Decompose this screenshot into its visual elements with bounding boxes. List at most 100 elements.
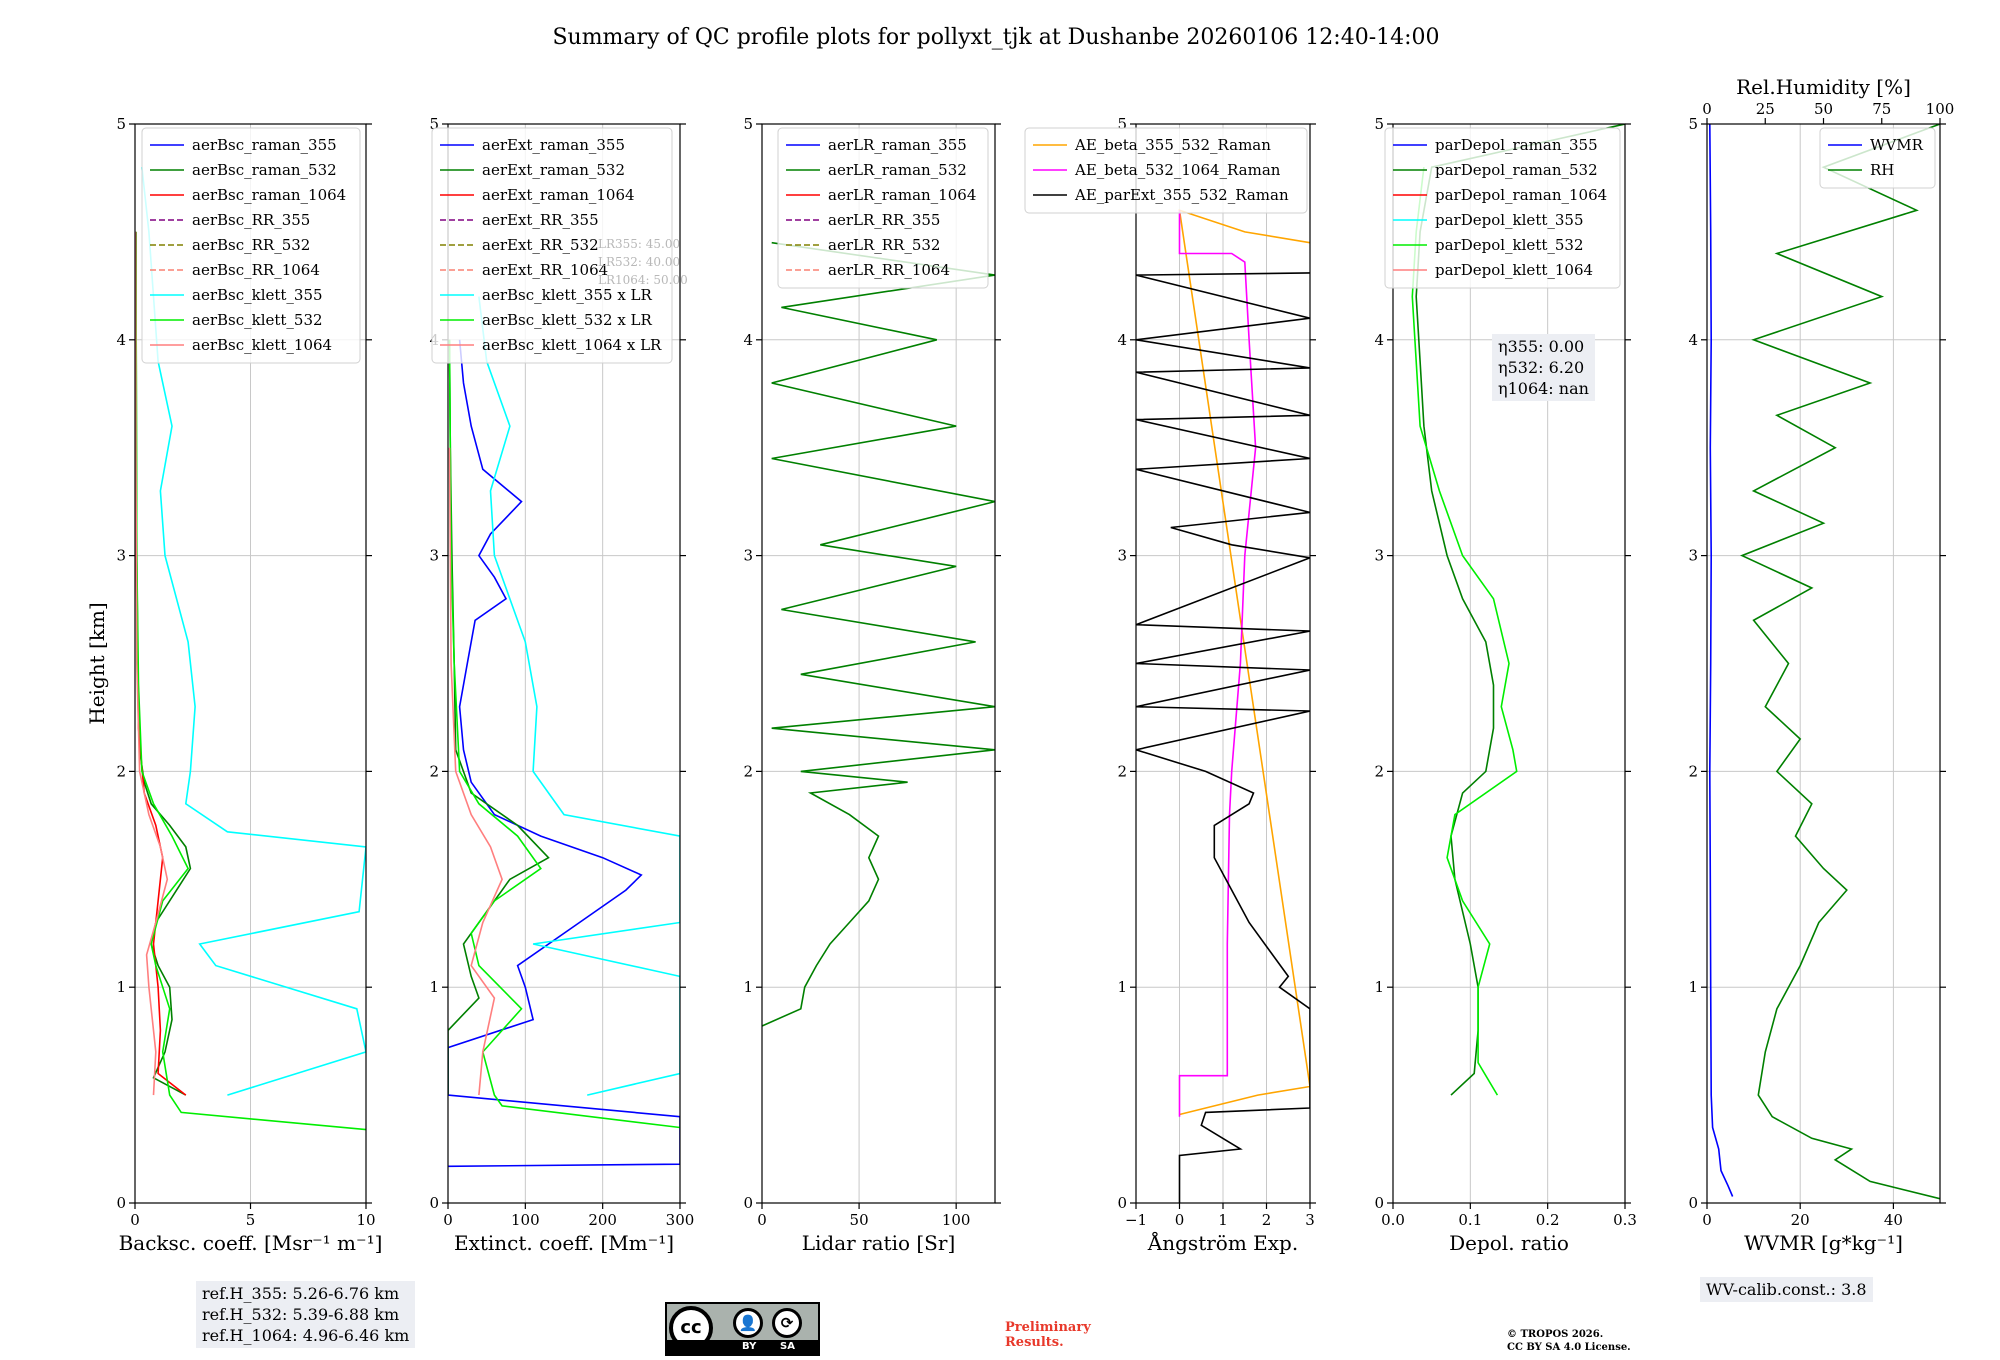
series-line-aerext-raman-355 — [448, 339, 680, 1168]
y-tick-label: 2 — [1374, 762, 1384, 780]
legend-label: aerExt_raman_355 — [482, 136, 625, 154]
y-axis-label: Height [km] — [85, 602, 109, 724]
x-axis-label: Ångström Exp. — [1147, 1230, 1298, 1255]
figure-title: Summary of QC profile plots for pollyxt_… — [552, 25, 1439, 50]
legend-box — [141, 127, 361, 364]
y-tick-label: 3 — [1688, 547, 1698, 565]
legend-label: aerBsc_klett_1064 x LR — [482, 336, 662, 354]
x-tick-label: 100 — [942, 1211, 971, 1229]
y-tick-label: 3 — [1374, 547, 1384, 565]
series-line-rh — [1739, 124, 1940, 1200]
legend-water_vapor: WVMR RH — [1819, 127, 1936, 189]
y-tick-label: 0 — [1117, 1194, 1127, 1212]
series-line-aerbsc-klett-532 — [135, 231, 366, 1131]
legend-label: RH — [1870, 161, 1894, 179]
eta-1064: η1064: nan — [1498, 379, 1589, 398]
legend-label: aerBsc_RR_355 — [192, 211, 310, 229]
legend-label: aerBsc_RR_532 — [192, 236, 310, 254]
legend-label: aerBsc_RR_1064 — [192, 261, 320, 279]
x-tick-label: 10 — [356, 1211, 375, 1229]
y-tick-label: 3 — [743, 547, 753, 565]
copyright-line-1: © TROPOS 2026. — [1507, 1329, 1604, 1340]
y-tick-label: 4 — [1117, 331, 1127, 349]
legend-label: aerExt_RR_532 — [482, 236, 599, 254]
y-tick-label: 2 — [743, 762, 753, 780]
copyright-note: © TROPOS 2026. CC BY SA 4.0 License. — [1507, 1328, 1631, 1354]
x-tick-label: 0.1 — [1458, 1211, 1482, 1229]
wv-calib-box: WV-calib.const.: 3.8 — [1700, 1277, 1873, 1302]
plot-frame — [761, 123, 996, 1204]
legend-box — [1384, 127, 1621, 289]
series-line-ae-parext-355-532-raman — [1136, 272, 1310, 1203]
legend-label: aerBsc_klett_532 x LR — [482, 311, 653, 329]
legend-label: parDepol_raman_1064 — [1435, 186, 1607, 204]
y-tick-label: 1 — [1688, 978, 1698, 996]
cc-strip — [667, 1340, 818, 1354]
y-tick-label: 2 — [116, 762, 126, 780]
x-tick-label: 0 — [443, 1211, 453, 1229]
legend-label: aerExt_raman_532 — [482, 161, 625, 179]
series-group — [448, 296, 680, 1168]
legend-box — [431, 127, 673, 364]
preliminary-note: Preliminary Results. — [1005, 1320, 1091, 1350]
legend-label: parDepol_raman_355 — [1435, 136, 1598, 154]
ref-height-1064: ref.H_1064: 4.96-6.46 km — [202, 1326, 410, 1345]
ref-height-532: ref.H_532: 5.39-6.88 km — [202, 1305, 400, 1324]
x-tick-label: 0.0 — [1381, 1211, 1405, 1229]
legend-label: aerBsc_klett_355 — [192, 286, 323, 304]
series-line-pardepol-raman-532 — [1415, 124, 1625, 1096]
share-alike-icon: ⟳ — [772, 1308, 802, 1338]
x-tick-label: 5 — [246, 1211, 256, 1229]
panel-backscatter: 0 1 2 3 4 5 0 5 10 Backsc. coeff. [Msr⁻¹ m⁻¹] Heig… — [85, 115, 382, 1255]
y-tick-label: 5 — [1688, 115, 1698, 133]
legend-depol: parDepol_raman_355 parDepol_raman_532 parD… — [1384, 127, 1621, 289]
legend-label: aerLR_RR_532 — [828, 236, 940, 254]
eta-532: η532: 6.20 — [1498, 358, 1585, 377]
legend-label: aerBsc_raman_355 — [192, 136, 337, 154]
plot-frame — [447, 123, 681, 1204]
plot-frame — [1706, 123, 1941, 1204]
series-group — [1709, 124, 1940, 1200]
legend-label: aerLR_raman_532 — [828, 161, 967, 179]
cc-by-sa-icon: cc 👤 ⟳ BY SA — [665, 1302, 820, 1356]
y-tick-label: 2 — [429, 762, 439, 780]
x2-tick-label: 0 — [1702, 100, 1712, 118]
x-tick-label: 0 — [1175, 1211, 1185, 1229]
cc-by-label: BY — [742, 1341, 757, 1352]
series-line-aerbsc-klett-1064 — [135, 231, 169, 1096]
plot-frame — [1392, 123, 1626, 1204]
x2-tick-label: 100 — [1926, 100, 1955, 118]
legend-label: aerLR_raman_355 — [828, 136, 967, 154]
x-axis-label: Depol. ratio — [1449, 1231, 1569, 1255]
eta-355: η355: 0.00 — [1498, 337, 1585, 356]
y-tick-label: 2 — [1117, 762, 1127, 780]
y-tick-label: 2 — [1688, 762, 1698, 780]
x-tick-label: 300 — [666, 1211, 695, 1229]
series-line-aerext-raman-532 — [448, 339, 550, 1096]
x-tick-label: 40 — [1884, 1211, 1903, 1229]
eta-box: η355: 0.00 η532: 6.20 η1064: nan — [1492, 334, 1595, 401]
y-tick-label: 3 — [429, 547, 439, 565]
y-tick-label: 5 — [116, 115, 126, 133]
y-tick-label: 4 — [743, 331, 753, 349]
legend-label: aerBsc_raman_532 — [192, 161, 337, 179]
legend-backscatter: aerBsc_raman_355 aerBsc_raman_532 aerBsc_r… — [141, 127, 361, 364]
y-tick-label: 1 — [1374, 978, 1384, 996]
legend-label: AE_beta_532_1064_Raman — [1074, 161, 1281, 179]
y-tick-label: 3 — [1117, 547, 1127, 565]
copyright-line-2: CC BY SA 4.0 License. — [1507, 1342, 1631, 1353]
legend-label: aerLR_RR_1064 — [828, 261, 950, 279]
x-tick-label: 0.3 — [1613, 1211, 1637, 1229]
reference-height-box: ref.H_355: 5.26-6.76 km ref.H_532: 5.39-… — [196, 1281, 416, 1348]
legend-lidar_ratio: aerLR_raman_355 aerLR_raman_532 aerLR_rama… — [777, 127, 989, 289]
panel-extinction: 0123450100200300Extinct. coeff. [Mm⁻¹]ae… — [429, 115, 694, 1255]
x-axis-label: Extinct. coeff. [Mm⁻¹] — [454, 1231, 674, 1255]
legend-label: parDepol_klett_1064 — [1435, 261, 1593, 279]
legend-label: aerBsc_raman_1064 — [192, 186, 346, 204]
cc-sa-label: SA — [780, 1341, 795, 1352]
legend-label: aerExt_raman_1064 — [482, 186, 635, 204]
person-icon: 👤 — [733, 1308, 763, 1338]
x-axis-label: Lidar ratio [Sr] — [802, 1231, 956, 1255]
